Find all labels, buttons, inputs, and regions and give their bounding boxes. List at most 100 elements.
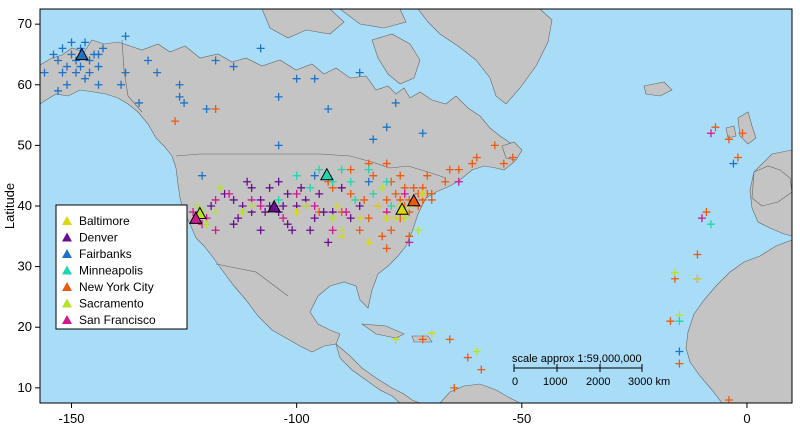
- data-point: [153, 68, 162, 77]
- data-point: [445, 335, 454, 344]
- data-point: [490, 141, 499, 150]
- data-point: [256, 202, 265, 210]
- data-point: [355, 226, 364, 235]
- data-point: [450, 383, 459, 392]
- map-panel: [39, 8, 793, 404]
- data-point: [382, 159, 391, 168]
- data-point: [729, 159, 738, 168]
- data-point: [328, 226, 337, 235]
- data-point: [670, 268, 679, 277]
- data-point: [346, 189, 355, 198]
- data-point: [711, 123, 720, 132]
- data-point: [310, 214, 319, 223]
- legend-label: Denver: [79, 231, 118, 245]
- data-point: [81, 74, 90, 83]
- us-canada-border: [175, 153, 447, 179]
- data-point: [414, 226, 423, 235]
- data-point: [279, 202, 288, 210]
- data-point: [292, 171, 301, 180]
- ireland: [725, 125, 737, 139]
- x-tick-label: -50: [512, 411, 531, 426]
- data-point: [297, 183, 306, 192]
- data-point: [67, 38, 76, 47]
- legend-box: [55, 204, 188, 330]
- data-point: [337, 165, 346, 174]
- x-tick-label: 0: [743, 411, 750, 426]
- data-point: [369, 135, 378, 144]
- data-point: [324, 238, 333, 247]
- data-point: [58, 44, 67, 53]
- data-point: [675, 317, 684, 326]
- data-point: [54, 56, 63, 65]
- y-axis: 10 20 30 40 50 60 70: [18, 16, 40, 395]
- data-point: [283, 189, 292, 198]
- data-point: [283, 220, 292, 229]
- data-point: [364, 238, 373, 247]
- scale-title: scale approx 1:59,000,000: [512, 353, 642, 365]
- arctic-islands: [261, 9, 345, 39]
- data-point: [702, 208, 711, 217]
- data-point: [211, 105, 220, 114]
- data-point: [315, 165, 324, 174]
- data-point: [99, 44, 108, 53]
- legend-swatch: [62, 232, 72, 242]
- x-axis: -150 -100 -50 0: [59, 403, 751, 426]
- scale-label: 3000 km: [628, 376, 670, 388]
- data-point: [400, 189, 409, 198]
- data-point: [391, 98, 400, 107]
- data-point: [274, 92, 283, 101]
- data-point: [202, 220, 211, 229]
- data-point: [234, 214, 243, 223]
- data-point: [72, 56, 81, 65]
- scale-label: 2000: [586, 376, 610, 388]
- data-point: [337, 183, 346, 192]
- baffin-island: [371, 33, 421, 85]
- data-point: [391, 189, 400, 198]
- data-point: [121, 68, 130, 77]
- legend-label: San Francisco: [79, 313, 156, 327]
- data-point: [463, 353, 472, 362]
- data-point: [499, 159, 508, 168]
- data-point: [355, 202, 364, 210]
- data-point: [54, 86, 63, 95]
- data-point: [265, 183, 274, 192]
- data-point: [121, 32, 130, 41]
- data-point: [76, 62, 85, 71]
- greenland: [417, 9, 553, 105]
- data-point: [63, 62, 72, 71]
- data-point: [207, 202, 216, 210]
- us-mexico-border: [215, 263, 289, 297]
- data-point: [454, 177, 463, 186]
- data-point: [319, 208, 328, 217]
- data-point: [706, 129, 715, 138]
- data-point: [175, 80, 184, 89]
- data-point: [337, 232, 346, 241]
- data-point: [49, 50, 58, 59]
- data-point: [666, 317, 675, 326]
- data-point: [724, 135, 733, 144]
- data-point: [427, 329, 436, 338]
- data-point: [301, 202, 310, 210]
- data-point: [346, 177, 355, 186]
- data-point: [85, 68, 94, 77]
- legend: Baltimore Denver Fairbanks Minneapolis New Y…: [55, 204, 188, 330]
- data-point: [175, 92, 184, 101]
- city-marker: [188, 211, 203, 224]
- data-point: [733, 153, 742, 162]
- iceland: [643, 81, 673, 97]
- data-point: [58, 68, 67, 77]
- data-point: [697, 214, 706, 223]
- data-point: [427, 195, 436, 204]
- data-point: [738, 129, 747, 138]
- data-point: [693, 274, 702, 283]
- data-point: [382, 214, 391, 223]
- data-point: [135, 98, 144, 107]
- data-point: [454, 165, 463, 174]
- data-point: [342, 208, 351, 217]
- data-point: [360, 195, 369, 204]
- data-point: [225, 189, 234, 198]
- data-point: [369, 189, 378, 198]
- y-tick-label: 30: [18, 259, 32, 274]
- data-point: [373, 202, 382, 210]
